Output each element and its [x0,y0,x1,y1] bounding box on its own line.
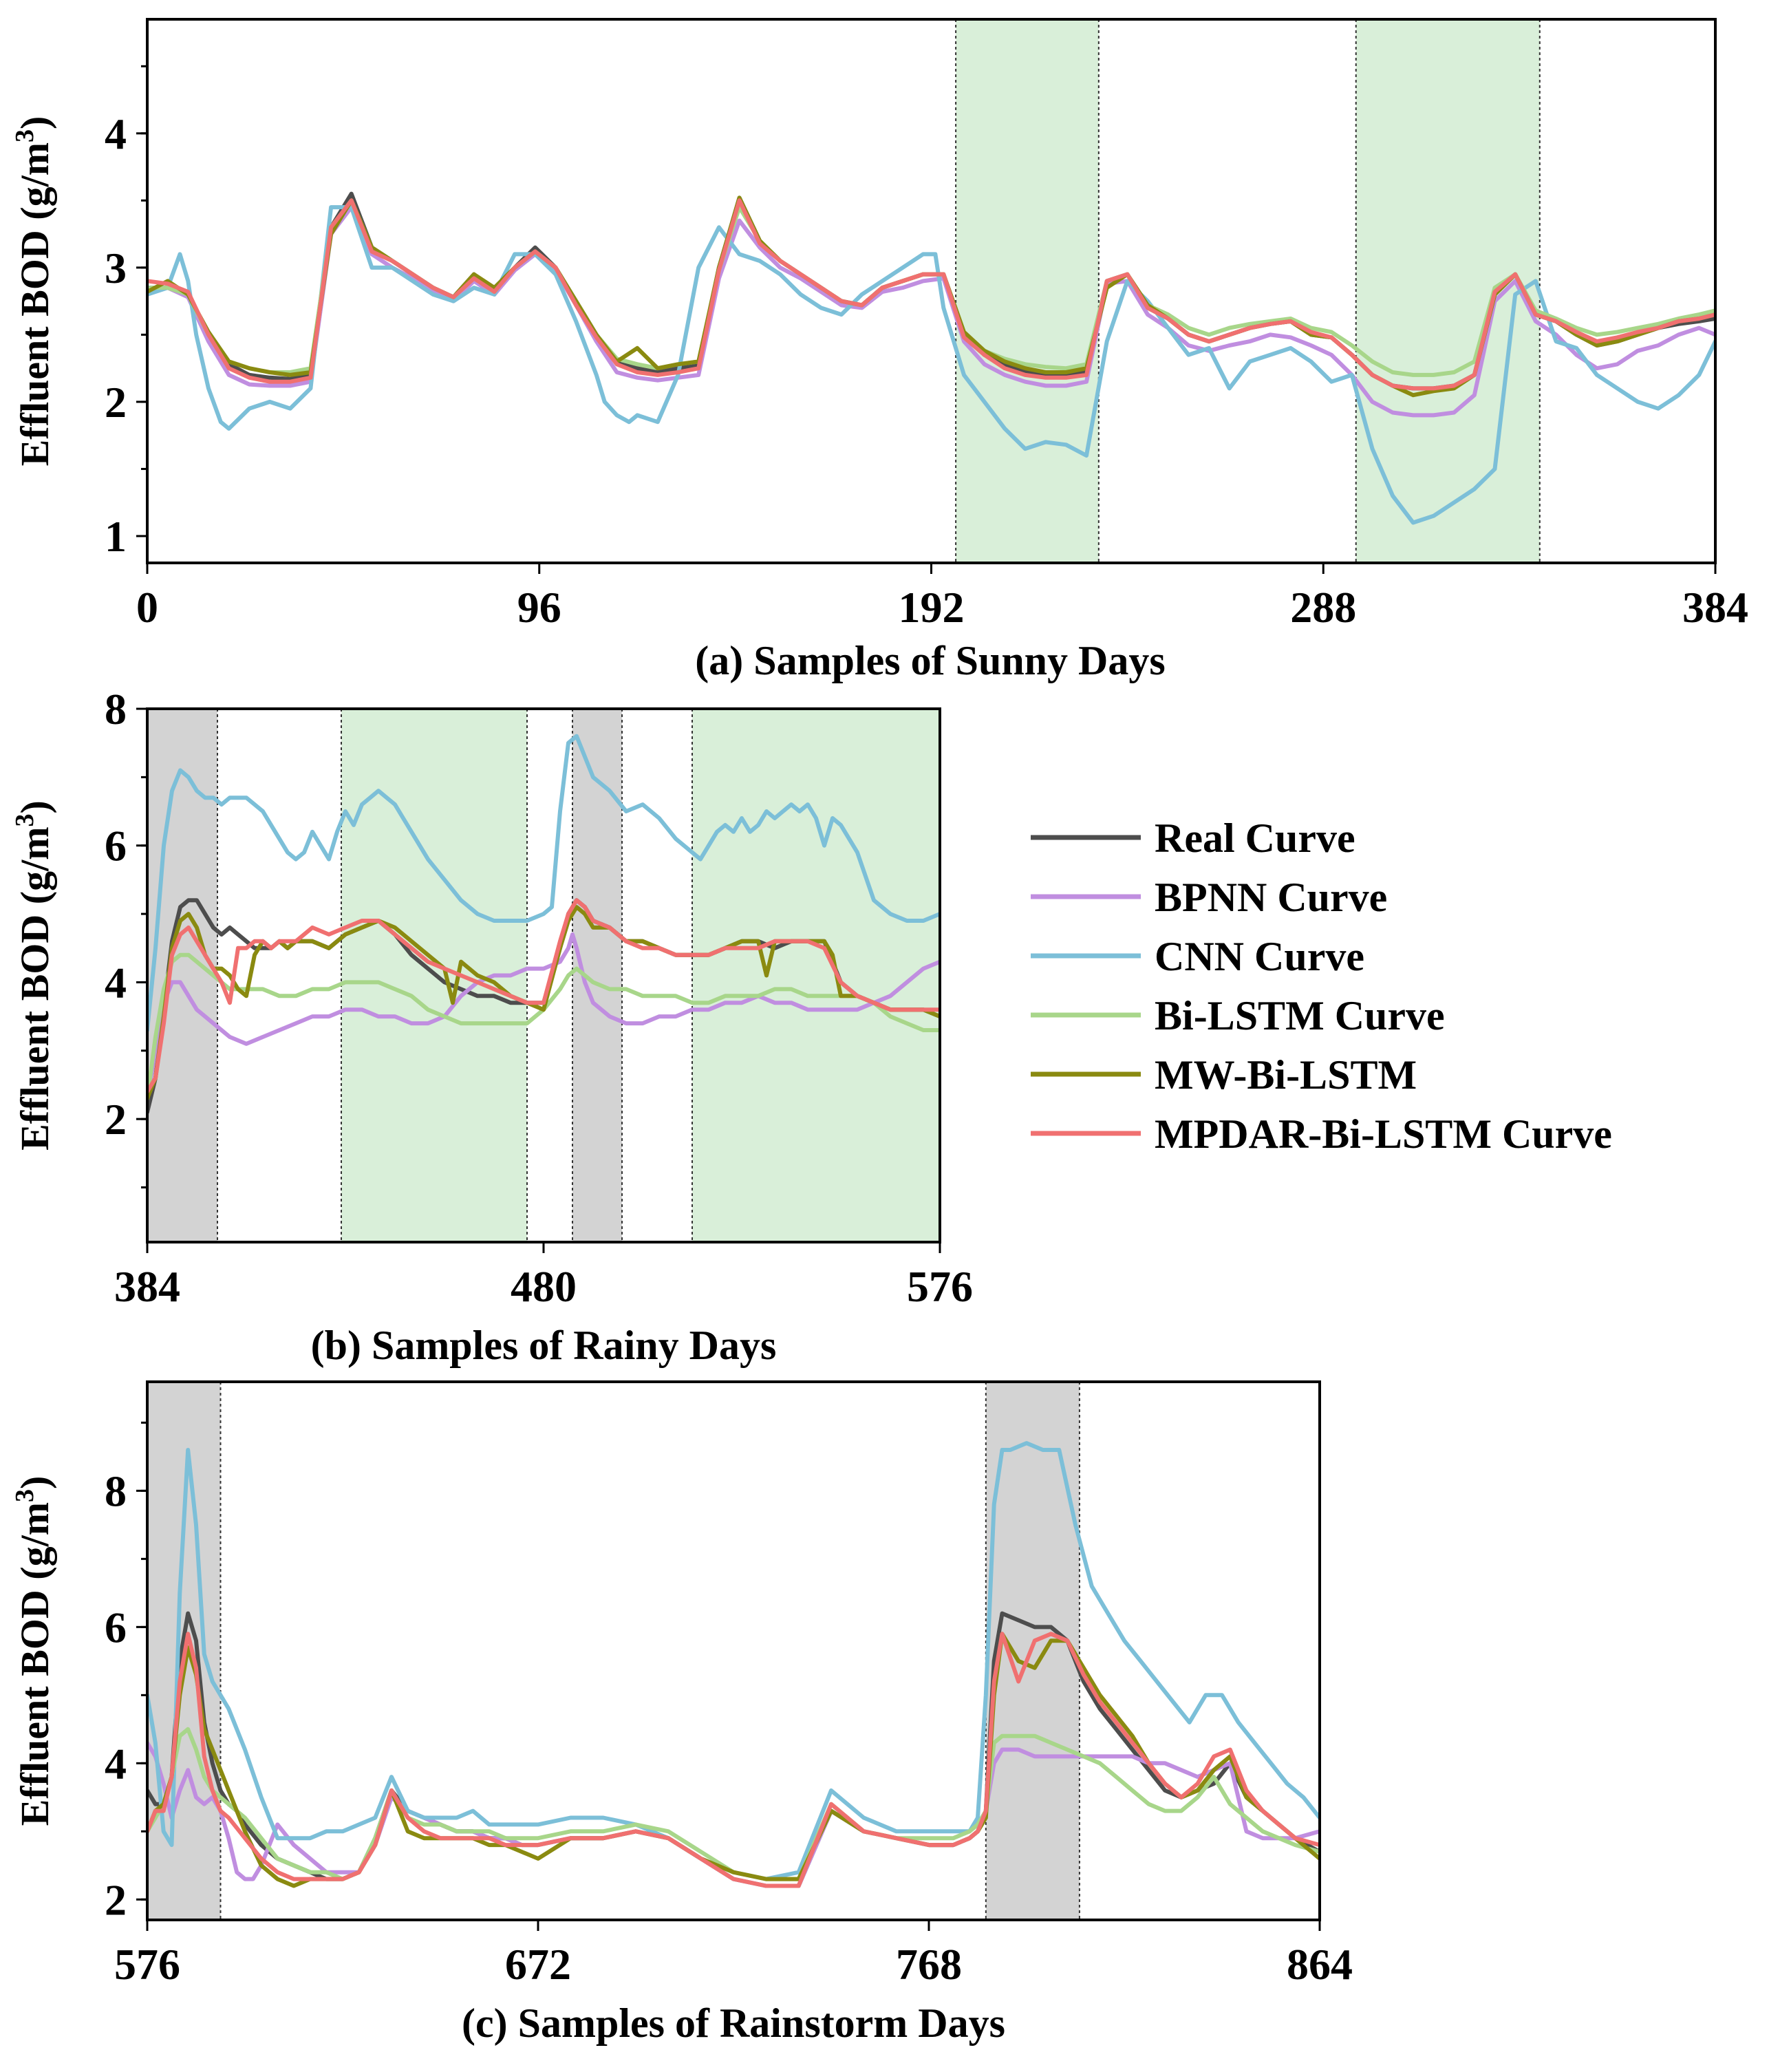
series-line-cnn [147,734,940,1032]
x-tick-label: 768 [896,1940,962,1989]
panel-b: 384 480 576 2 4 6 8 (b) Samples of Rainy Days Ef… [10,685,973,1368]
series-line-cnn [147,1441,1320,1881]
legend-label-cnn: CNN Curve [1155,934,1364,979]
highlight-band [692,709,940,1242]
x-tick-label: 864 [1287,1940,1353,1989]
x-axis-title: (c) Samples of Rainstorm Days [462,2000,1005,2046]
x-tick-label: 288 [1290,583,1356,632]
series-group [147,191,1715,525]
y-axis-title: Effluent BOD (g/m3) [10,800,57,1151]
series-line-mpdar [147,1632,1320,1888]
legend: Real Curve BPNN Curve CNN Curve Bi-LSTM … [1031,815,1612,1157]
panel-a: 0 96 192 288 384 1 2 3 4 (a) Samples of Sunny Day… [10,18,1748,683]
y-tick-label: 6 [105,1603,127,1652]
y-tick-label: 4 [105,109,127,158]
highlight-band [1355,19,1540,563]
y-tick-label: 2 [105,1095,127,1144]
panel-c: 576 672 768 864 2 4 6 8 (c) Samples of Rainstorm… [10,1380,1353,2046]
legend-label-real: Real Curve [1155,815,1355,861]
x-tick-label: 480 [511,1262,577,1311]
x-tick-label: 384 [1682,583,1748,632]
y-axis-title: Effluent BOD (g/m3) [10,1476,57,1826]
series-group [147,734,940,1115]
legend-label-bpnn: BPNN Curve [1155,875,1387,920]
x-tick-label: 192 [899,583,965,632]
series-line-real [147,1611,1320,1888]
x-tick-label: 576 [114,1940,180,1989]
y-tick-label: 4 [105,1739,127,1788]
series-line-mpdar [147,898,940,1094]
series-line-mpdar [147,198,1715,391]
legend-label-mpdar: MPDAR-Bi-LSTM Curve [1155,1111,1612,1157]
y-tick-label: 4 [105,958,127,1007]
highlight-band [956,19,1099,563]
series-line-bpnn [147,932,940,1101]
legend-label-bilstm: Bi-LSTM Curve [1155,993,1445,1038]
y-tick-label: 8 [105,1466,127,1515]
series-group [147,1441,1320,1888]
y-axis-title: Effluent BOD (g/m3) [10,116,57,467]
y-tick-label: 6 [105,822,127,871]
series-line-cnn [147,205,1715,525]
series-line-real [147,898,940,1115]
y-tick-label: 2 [105,378,127,427]
y-tick-label: 3 [105,244,127,292]
y-tick-label: 2 [105,1875,127,1924]
x-axis-title: (a) Samples of Sunny Days [695,638,1165,683]
y-tick-label: 1 [105,512,127,561]
y-tick-label: 8 [105,685,127,734]
series-line-bilstm [147,1727,1320,1881]
x-axis-title: (b) Samples of Rainy Days [311,1323,777,1368]
x-tick-label: 96 [517,583,561,632]
highlight-band [147,709,217,1242]
x-tick-label: 672 [505,1940,571,1989]
highlight-band [572,709,622,1242]
x-tick-label: 576 [907,1262,973,1311]
plot-frame [146,1380,1321,1921]
x-tick-label: 0 [136,583,158,632]
legend-label-mwbilstm: MW-Bi-LSTM [1155,1052,1417,1098]
x-tick-label: 384 [114,1262,180,1311]
